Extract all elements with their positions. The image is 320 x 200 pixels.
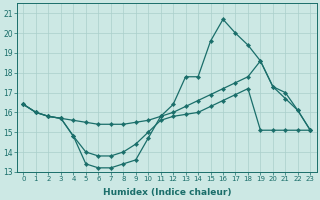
- X-axis label: Humidex (Indice chaleur): Humidex (Indice chaleur): [103, 188, 231, 197]
